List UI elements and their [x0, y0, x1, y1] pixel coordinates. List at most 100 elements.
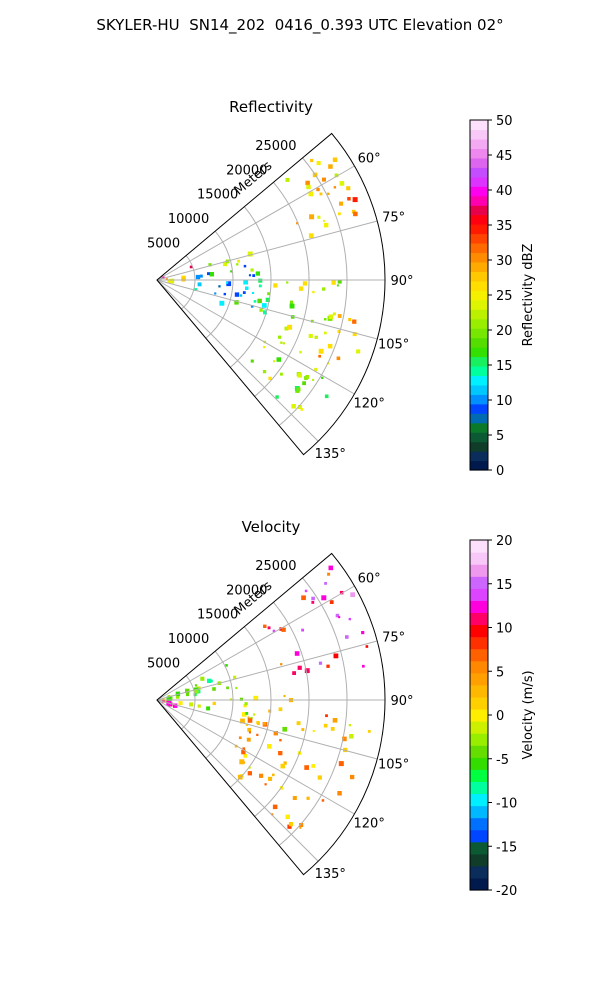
echo-cell [304, 589, 308, 593]
echo-cell [175, 695, 180, 699]
colorbar-segment [470, 757, 488, 770]
panel-title: Reflectivity [229, 98, 313, 116]
echo-cell [318, 661, 323, 665]
echo-cell [339, 201, 344, 206]
echo-cell [311, 764, 316, 768]
echo-cell [278, 751, 283, 756]
echo-cell [321, 595, 327, 601]
colorbar-segment [470, 451, 488, 462]
echo-cell [239, 759, 245, 765]
echo-cell [318, 348, 324, 354]
echo-cell [263, 624, 267, 628]
echo-cell [314, 335, 318, 339]
echo-cell [207, 272, 210, 276]
echo-cell [280, 341, 283, 344]
echo-cell [292, 796, 297, 800]
colorbar-segment [470, 721, 488, 734]
azimuth-tick-label: 60° [358, 572, 381, 587]
echo-cell [263, 345, 266, 349]
radar-echo-layer [161, 157, 361, 411]
echo-cell [238, 736, 242, 740]
echo-cell [296, 222, 299, 225]
echo-cell [223, 292, 226, 296]
echo-cell [243, 264, 247, 268]
sector-frame [156, 552, 386, 876]
echo-cell [337, 314, 342, 318]
panel-title: Velocity [242, 518, 301, 536]
echo-cell [327, 572, 331, 576]
echo-cell [291, 404, 296, 409]
colorbar-segment [470, 318, 488, 329]
echo-cell [167, 279, 172, 283]
echo-cell [299, 823, 304, 828]
colorbar-segment [470, 176, 488, 187]
echo-cell [328, 565, 334, 571]
colorbar-segment [470, 384, 488, 395]
echo-cell [272, 773, 275, 777]
colorbar-segment [470, 347, 488, 358]
echo-cell [212, 701, 216, 706]
echo-cell [258, 278, 263, 283]
echo-cell [247, 727, 252, 732]
echo-cell [258, 284, 262, 288]
echo-cell [162, 699, 165, 703]
echo-cell [223, 262, 227, 267]
echo-cell [282, 726, 288, 732]
echo-cell [326, 664, 330, 668]
echo-cell [194, 684, 198, 687]
echo-cell [365, 645, 369, 648]
colorbar-segment [470, 138, 488, 149]
echo-cell [226, 686, 229, 690]
echo-cell [243, 754, 248, 758]
echo-cell [265, 297, 270, 302]
colorbar-segment [470, 600, 488, 614]
range-ring [278, 577, 348, 846]
colorbar-segment [470, 252, 488, 263]
echo-cell [281, 627, 286, 632]
range-ring [254, 181, 310, 397]
echo-cell [253, 713, 256, 716]
echo-cell [285, 814, 290, 820]
range-ring [229, 626, 272, 788]
echo-cell [356, 349, 361, 354]
echo-cell [296, 721, 301, 726]
colorbar: 0 5 10 15 20 25 30 35 40 45 50 Reflectivity dBZ [469, 114, 536, 479]
figure-title: SKYLER-HU SN14_202 0416_0.393 UTC Elevat… [96, 16, 504, 34]
echo-cell [316, 187, 320, 192]
echo-cell [243, 279, 248, 285]
echo-cell [328, 314, 334, 320]
echo-cell [247, 718, 253, 723]
azimuth-tick-label: 90° [390, 694, 413, 709]
echo-cell [302, 281, 308, 286]
colorbar-segment [470, 271, 488, 282]
colorbar-segment [470, 356, 488, 367]
echo-cell [319, 192, 323, 196]
colorbar-segment [470, 829, 488, 843]
colorbar-segment [470, 394, 488, 405]
echo-cell [214, 292, 217, 295]
azimuth-tick-label: 90° [390, 274, 413, 289]
range-tick-label: 15000 [197, 188, 238, 203]
echo-cell [348, 617, 351, 621]
echo-cell [212, 687, 216, 691]
echo-cell [259, 773, 264, 778]
colorbar-segment [470, 660, 488, 674]
echo-cell [305, 375, 310, 379]
colorbar-tick-label: -15 [496, 840, 517, 855]
echo-cell [178, 701, 183, 706]
echo-cell [197, 282, 202, 287]
echo-cell [279, 739, 282, 742]
echo-cell [166, 696, 171, 701]
azimuth-tick-label: 120° [354, 397, 385, 412]
echo-cell [189, 702, 194, 707]
echo-cell [252, 274, 256, 277]
echo-cell [352, 197, 358, 203]
colorbar-tick-label: 20 [496, 324, 513, 339]
echo-cell [338, 212, 341, 216]
echo-cell [353, 211, 358, 217]
azimuth-tick-label: 75° [382, 211, 405, 226]
echo-cell [234, 292, 240, 297]
echo-cell [308, 233, 314, 238]
echo-cell [284, 326, 289, 331]
echo-cell [299, 350, 302, 354]
